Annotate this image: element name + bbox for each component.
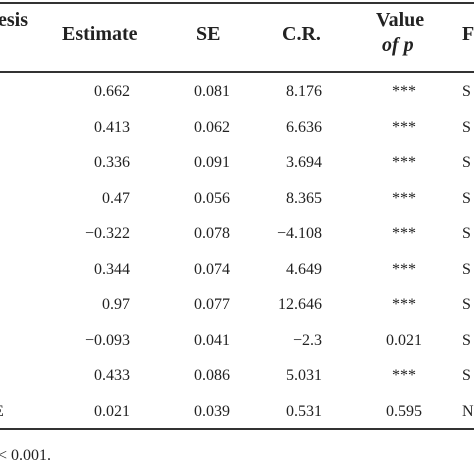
p-value-cell: ***: [392, 296, 416, 313]
estimate-cell: 0.344: [94, 260, 130, 278]
hypothesis-cell: E: [0, 402, 24, 422]
estimate-cell: 0.413: [94, 118, 130, 136]
result-cell: S: [462, 260, 471, 278]
header-value-of-p-line2: of p: [382, 34, 414, 56]
cr-cell: 8.365: [286, 189, 322, 207]
bottom-rule: [0, 428, 474, 430]
header-result: F: [462, 23, 474, 45]
se-cell: 0.062: [194, 118, 230, 136]
se-cell: 0.091: [194, 154, 230, 171]
footnote: < 0.001.: [0, 447, 52, 464]
p-value-cell: ***: [392, 154, 416, 171]
se-cell: 0.056: [194, 189, 230, 207]
result-cell: S: [462, 154, 471, 171]
result-cell: S: [462, 331, 471, 349]
cr-cell: 3.694: [286, 154, 322, 171]
estimate-cell: 0.021: [94, 402, 130, 420]
header-estimate: Estimate: [62, 23, 138, 45]
top-rule: [0, 2, 474, 4]
p-value-cell: ***: [392, 367, 416, 384]
estimate-cell: 0.336: [94, 154, 130, 171]
estimate-cell: −0.322: [84, 225, 130, 242]
result-cell: N: [462, 402, 474, 420]
cr-cell: 5.031: [286, 367, 322, 384]
cr-cell: 4.649: [286, 260, 322, 278]
cr-cell: −2.3: [292, 331, 322, 349]
result-cell: S: [462, 189, 471, 207]
p-value-cell: 0.595: [386, 402, 422, 420]
se-cell: 0.078: [194, 225, 230, 242]
p-value-cell: ***: [392, 83, 416, 100]
p-value-cell: ***: [392, 260, 416, 278]
cr-cell: 12.646: [278, 296, 322, 313]
estimate-cell: 0.433: [94, 367, 130, 384]
se-cell: 0.041: [194, 331, 230, 349]
se-cell: 0.074: [194, 260, 230, 278]
se-cell: 0.086: [194, 367, 230, 384]
se-cell: 0.077: [194, 296, 230, 313]
cr-cell: 8.176: [286, 83, 322, 100]
cr-cell: 0.531: [286, 402, 322, 420]
result-cell: S: [462, 118, 471, 136]
se-cell: 0.039: [194, 402, 230, 420]
header-se: SE: [196, 23, 221, 45]
cr-cell: 6.636: [286, 118, 322, 136]
header-cr: C.R.: [282, 23, 321, 45]
cr-cell: −4.108: [276, 225, 322, 242]
header-rule: [0, 71, 474, 73]
p-value-cell: 0.021: [386, 331, 422, 349]
p-value-cell: ***: [392, 225, 416, 242]
result-cell: S: [462, 296, 471, 313]
estimate-cell: 0.662: [94, 83, 130, 100]
result-cell: S: [462, 225, 471, 242]
header-value-of-p-line1: Value: [376, 9, 425, 31]
p-value-cell: ***: [392, 189, 416, 207]
result-cell: S: [462, 367, 471, 384]
header-hypothesis: esis: [0, 9, 28, 31]
se-cell: 0.081: [194, 83, 230, 100]
estimate-cell: 0.47: [102, 189, 130, 207]
result-cell: S: [462, 83, 471, 100]
estimate-cell: −0.093: [84, 331, 130, 349]
p-value-cell: ***: [392, 118, 416, 136]
estimate-cell: 0.97: [102, 296, 130, 313]
